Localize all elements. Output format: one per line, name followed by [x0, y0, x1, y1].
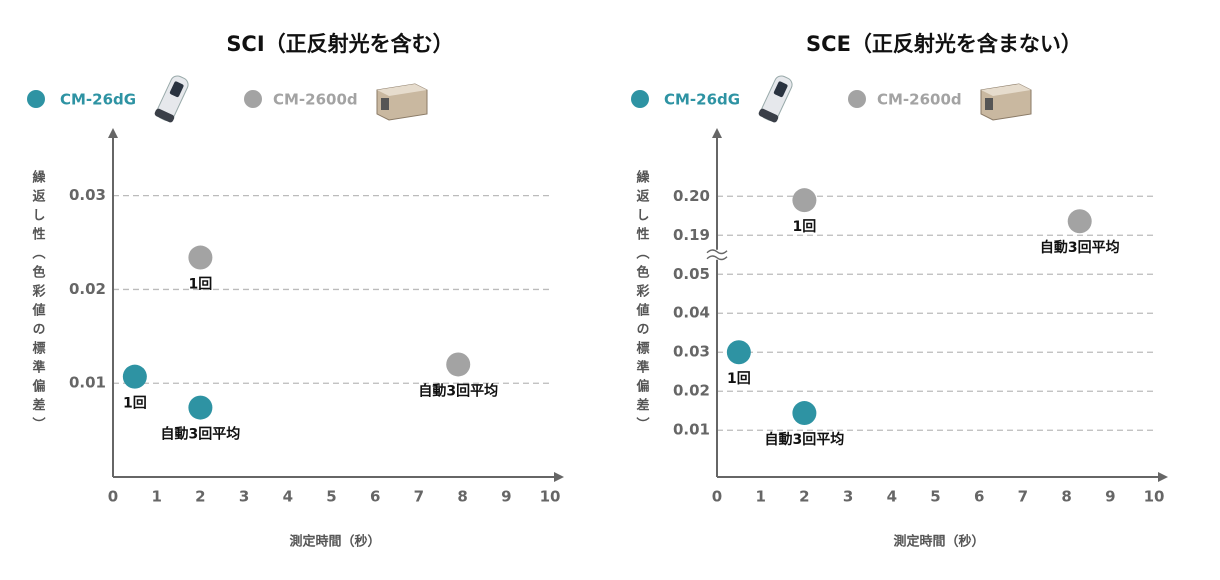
- x-axis-label: 測定時間（秒）: [289, 534, 380, 550]
- legend-label: CM-2600d: [273, 91, 358, 109]
- y-tick-label: 0.02: [69, 280, 106, 298]
- chart-title: SCI（正反射光を含む）: [226, 32, 453, 56]
- legend-label: CM-2600d: [877, 91, 962, 109]
- x-tick-label: 0: [108, 488, 118, 506]
- device-icon: [758, 75, 793, 123]
- legend-label: CM-26dG: [664, 91, 740, 109]
- device-screen: [169, 81, 184, 98]
- chart-title: SCE（正反射光を含まない）: [806, 32, 1082, 56]
- x-tick-label: 3: [239, 488, 249, 506]
- x-tick-label: 9: [1105, 488, 1115, 506]
- legend-label: CM-26dG: [60, 91, 136, 109]
- legend-marker: [848, 90, 866, 108]
- x-tick-label: 5: [930, 488, 940, 506]
- point-label: 自動3回平均: [161, 426, 241, 443]
- data-point: [122, 364, 147, 389]
- x-tick-label: 7: [414, 488, 424, 506]
- x-tick-label: 3: [843, 488, 853, 506]
- y-tick-label: 0.02: [673, 382, 710, 400]
- device-panel: [381, 98, 389, 110]
- point-label: 自動3回平均: [765, 431, 845, 448]
- x-tick-label: 9: [501, 488, 511, 506]
- y-tick-label: 0.01: [673, 421, 710, 439]
- point-label: 1回: [189, 277, 213, 293]
- x-tick-label: 6: [370, 488, 380, 506]
- y-tick-label: 0.05: [673, 265, 710, 283]
- device-screen: [773, 81, 788, 98]
- data-point: [188, 395, 213, 420]
- point-label: 1回: [123, 396, 147, 412]
- x-tick-label: 5: [326, 488, 336, 506]
- data-point: [188, 245, 213, 270]
- device-icon: [154, 75, 189, 123]
- x-tick-label: 8: [1061, 488, 1071, 506]
- device-base: [758, 108, 779, 123]
- y-axis-label: 繰返し性（色彩値の標準偏差）: [634, 169, 651, 436]
- x-tick-label: 4: [887, 488, 897, 506]
- x-tick-label: 8: [457, 488, 467, 506]
- device-icon: [980, 83, 1032, 121]
- x-axis-label: 測定時間（秒）: [893, 534, 984, 550]
- device-base: [154, 108, 175, 123]
- device-panel: [985, 98, 993, 110]
- point-label: 自動3回平均: [418, 382, 498, 399]
- device-top: [377, 84, 427, 96]
- x-tick-label: 10: [540, 488, 561, 506]
- data-point: [1067, 209, 1092, 234]
- x-tick-label: 7: [1018, 488, 1028, 506]
- legend-marker: [631, 90, 649, 108]
- x-tick-label: 0: [712, 488, 722, 506]
- y-axis-arrow: [108, 128, 118, 138]
- y-tick-label: 0.19: [673, 226, 710, 244]
- data-point: [792, 188, 817, 213]
- axis-break: [706, 255, 728, 261]
- x-axis-arrow: [554, 472, 564, 482]
- legend-marker: [27, 90, 45, 108]
- axis-break: [706, 249, 728, 255]
- data-point: [792, 401, 817, 426]
- y-tick-label: 0.01: [69, 374, 106, 392]
- x-axis-arrow: [1158, 472, 1168, 482]
- y-axis-arrow: [712, 128, 722, 138]
- x-tick-label: 6: [974, 488, 984, 506]
- data-point: [726, 340, 751, 365]
- point-label: 自動3回平均: [1040, 239, 1120, 256]
- device-icon: [376, 83, 428, 121]
- y-tick-label: 0.03: [69, 186, 106, 204]
- y-tick-label: 0.04: [673, 304, 710, 322]
- device-top: [981, 84, 1031, 96]
- x-tick-label: 10: [1144, 488, 1165, 506]
- legend-marker: [244, 90, 262, 108]
- x-tick-label: 2: [195, 488, 205, 506]
- point-label: 1回: [793, 219, 817, 235]
- y-tick-label: 0.03: [673, 343, 710, 361]
- x-tick-label: 2: [799, 488, 809, 506]
- x-tick-label: 4: [283, 488, 293, 506]
- x-tick-label: 1: [151, 488, 161, 506]
- x-tick-label: 1: [755, 488, 765, 506]
- data-point: [446, 352, 471, 377]
- y-axis-label: 繰返し性（色彩値の標準偏差）: [30, 169, 47, 436]
- y-tick-label: 0.20: [673, 187, 710, 205]
- axis-break-gap: [707, 249, 727, 260]
- point-label: 1回: [727, 371, 751, 387]
